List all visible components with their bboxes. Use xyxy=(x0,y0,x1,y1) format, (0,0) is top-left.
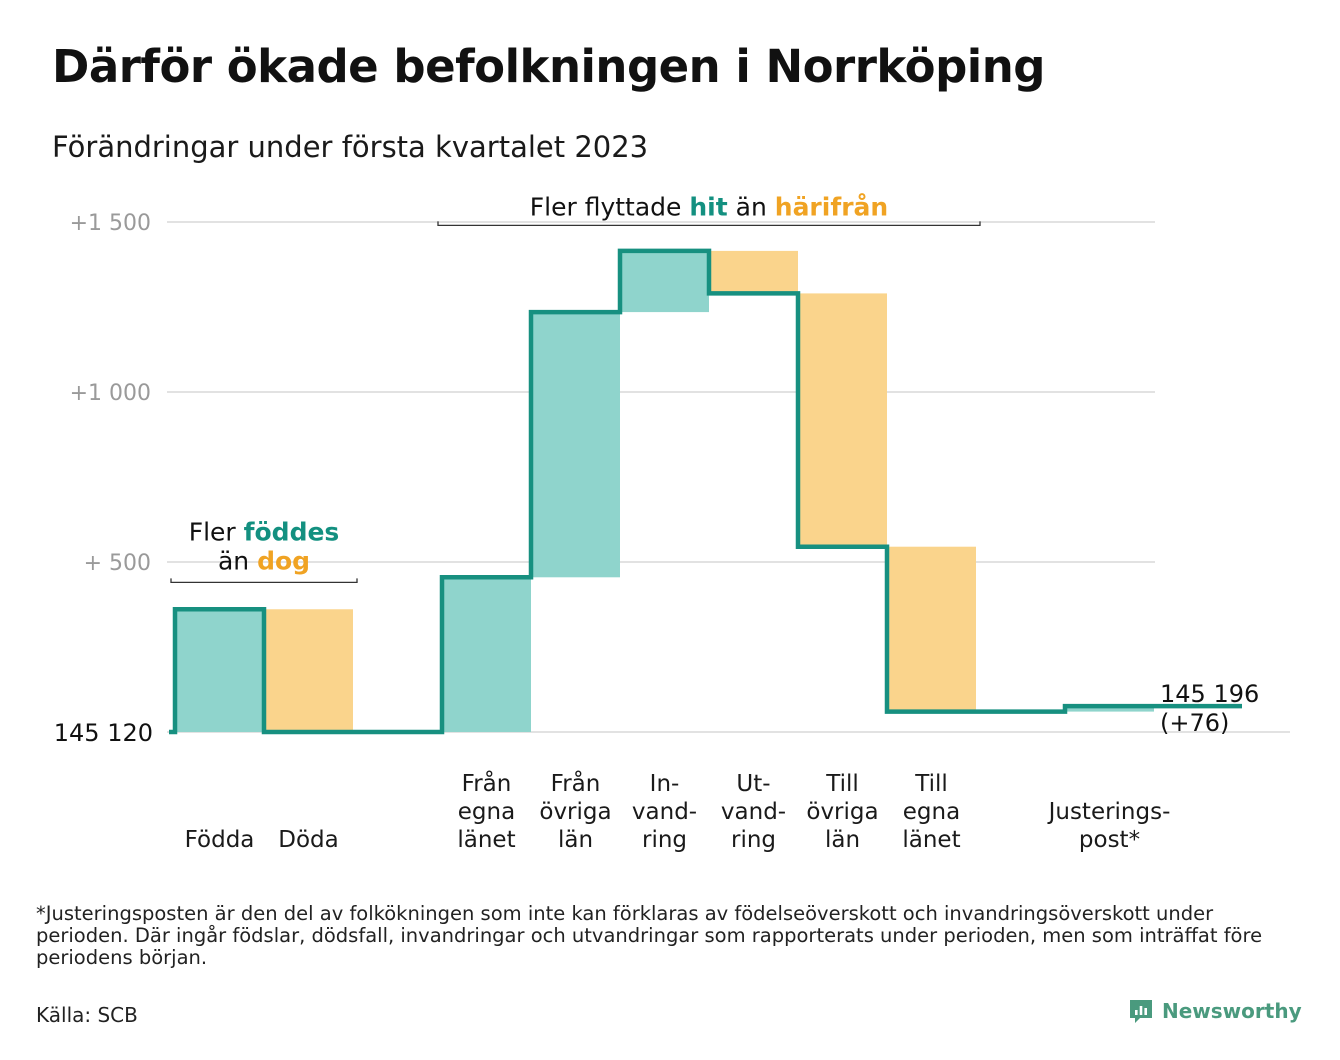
annotation-text-1-part-0: Fler flyttade xyxy=(530,192,690,221)
chart-subtitle: Förändringar under första kvartalet 2023 xyxy=(52,130,649,164)
bar-3 xyxy=(442,577,531,732)
y-tick-label-1: +1 000 xyxy=(70,381,151,406)
annotation-text-1-part-3: härifrån xyxy=(775,192,888,221)
x-category-label-3-1: egna xyxy=(458,799,515,825)
brand-name: Newsworthy xyxy=(1162,999,1302,1023)
annotation-bracket-0 xyxy=(170,578,358,584)
annotation-text-1-part-2: än xyxy=(728,192,775,221)
x-category-label-6-0: Ut- xyxy=(736,771,770,797)
footnote: *Justeringsposten är den del av folkökni… xyxy=(36,902,1263,969)
bar-7 xyxy=(798,293,887,547)
x-category-label-5-0: In- xyxy=(650,771,680,797)
annotation-text-0-line2-part-1: dog xyxy=(257,546,310,575)
x-category-label-8-1: egna xyxy=(903,799,960,825)
chart-title: Därför ökade befolkningen i Norrköping xyxy=(52,40,1045,93)
annotation-text-0-line2: än dog xyxy=(218,546,310,575)
annotation-text-0-line1-part-1: föddes xyxy=(244,517,340,546)
bar-0 xyxy=(175,609,264,732)
x-category-label-4-1: övriga xyxy=(539,799,611,825)
x-category-label-7-0: Till xyxy=(825,771,859,797)
bar-8 xyxy=(887,546,976,712)
brand-logo: Newsworthy xyxy=(1128,998,1302,1024)
end-value-label: 145 196 xyxy=(1160,680,1259,708)
x-category-label-0-0: Födda xyxy=(185,827,255,853)
y-tick-label-0: +1 500 xyxy=(70,211,151,236)
y-tick-label-2: + 500 xyxy=(84,551,151,576)
x-category-label-8-2: länet xyxy=(902,827,960,853)
x-category-label-3-0: Från xyxy=(462,769,512,797)
annotation-text-1: Fler flyttade hit än härifrån xyxy=(530,192,888,221)
x-category-label-7-1: övriga xyxy=(806,799,878,825)
x-category-label-10-0: Justerings- xyxy=(1047,799,1171,825)
x-category-label-10-1: post* xyxy=(1079,827,1140,853)
bar-1 xyxy=(264,609,353,732)
x-category-label-4-0: Från xyxy=(551,769,601,797)
annotation-text-0-line2-part-0: än xyxy=(218,546,257,575)
end-change-label: (+76) xyxy=(1160,709,1229,737)
x-category-label-6-2: ring xyxy=(731,827,776,853)
x-category-label-1-0: Döda xyxy=(278,827,338,853)
bar-10 xyxy=(1065,706,1154,712)
annotation-bracket-1 xyxy=(437,221,981,227)
annotation-text-0-line1: Fler föddes xyxy=(189,517,340,546)
cumulative-step-line xyxy=(169,248,1242,735)
annotation-text-1-part-1: hit xyxy=(689,192,727,221)
newsworthy-logo-icon xyxy=(1130,1000,1152,1023)
x-category-label-8-0: Till xyxy=(914,771,948,797)
x-category-label-5-2: ring xyxy=(642,827,687,853)
x-category-label-7-2: län xyxy=(825,827,860,853)
source-note: Källa: SCB xyxy=(36,1003,138,1027)
bar-5 xyxy=(620,250,709,313)
x-category-label-3-2: länet xyxy=(457,827,515,853)
x-category-label-5-1: vand- xyxy=(632,799,697,825)
start-value-label: 145 120 xyxy=(54,719,153,747)
x-category-label-6-1: vand- xyxy=(721,799,786,825)
bar-4 xyxy=(531,312,620,578)
x-category-label-4-2: län xyxy=(558,827,593,853)
annotation-text-0-line1-part-0: Fler xyxy=(189,517,244,546)
bar-6 xyxy=(709,250,798,294)
